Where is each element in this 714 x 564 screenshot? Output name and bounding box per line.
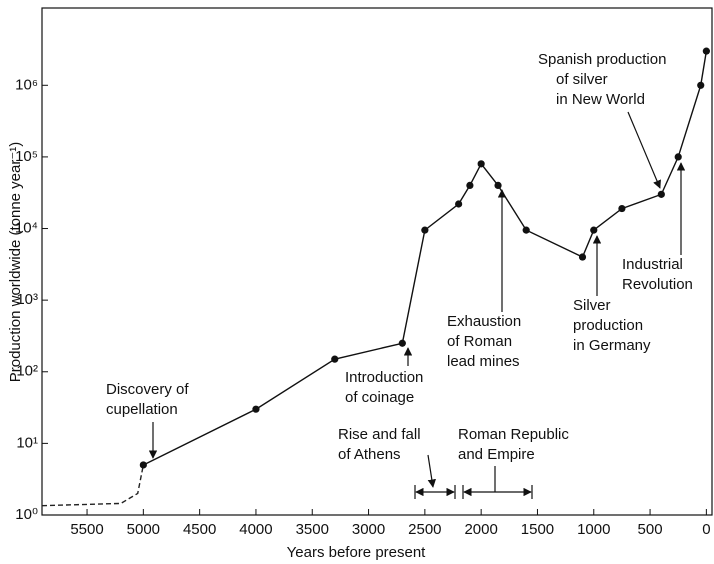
point xyxy=(455,200,463,208)
y-tick-label: 10⁰ xyxy=(15,506,38,523)
point xyxy=(477,160,485,168)
annotation-text: and Empire xyxy=(458,446,535,463)
x-tick-label: 500 xyxy=(638,521,663,538)
annotation-text: of Athens xyxy=(338,446,401,463)
x-tick-label: 2000 xyxy=(464,521,497,538)
x-tick-label: 3500 xyxy=(296,521,329,538)
y-tick-label: 10³ xyxy=(16,291,38,308)
point xyxy=(697,81,705,89)
annotation-text: in Germany xyxy=(573,337,651,354)
point xyxy=(522,226,530,234)
x-tick-label: 1500 xyxy=(521,521,554,538)
x-tick-label: 3000 xyxy=(352,521,385,538)
x-tick-label: 5500 xyxy=(70,521,103,538)
point xyxy=(702,47,710,55)
y-tick-label: 10¹ xyxy=(16,434,38,451)
annotation-text: Silver xyxy=(573,297,611,314)
point xyxy=(252,405,260,413)
annotation-text: of coinage xyxy=(345,389,414,406)
point xyxy=(331,355,339,363)
x-tick-label: 1000 xyxy=(577,521,610,538)
point xyxy=(618,204,626,213)
annotation-arrow xyxy=(627,111,661,189)
annotation-text: of silver xyxy=(556,71,608,88)
point xyxy=(590,226,598,234)
point xyxy=(657,190,665,198)
annotation-text: Revolution xyxy=(622,276,693,293)
annotation-arrow xyxy=(427,454,436,488)
annotation-text: Exhaustion xyxy=(447,313,521,330)
x-tick-label: 4500 xyxy=(183,521,216,538)
annotation-text: of Roman xyxy=(447,333,512,350)
plot-frame xyxy=(41,7,713,516)
y-tick-label: 10⁶ xyxy=(15,76,38,93)
annotation-text: Spanish production xyxy=(538,51,666,68)
annotation-text: cupellation xyxy=(106,401,178,418)
x-tick-label: 0 xyxy=(702,521,710,538)
annotation-text: production xyxy=(573,317,643,334)
annotation-text: Rise and fall xyxy=(338,426,421,443)
annotation-text: Discovery of xyxy=(106,381,189,398)
point xyxy=(421,226,429,234)
annotation-text: Introduction xyxy=(345,369,423,386)
point xyxy=(398,339,406,347)
annotation-text: Industrial xyxy=(622,256,683,273)
dashed-line xyxy=(41,464,145,507)
point xyxy=(494,181,502,190)
point xyxy=(139,461,147,469)
point xyxy=(674,153,682,161)
point xyxy=(578,253,587,261)
y-tick-label: 10² xyxy=(16,363,38,380)
x-tick-label: 5000 xyxy=(127,521,160,538)
x-axis-label: Years before present xyxy=(287,544,427,561)
x-tick-label: 2500 xyxy=(408,521,441,538)
annotation-text: lead mines xyxy=(447,353,520,370)
y-tick-label: 10⁴ xyxy=(15,219,38,236)
annotation-text: Roman Republic xyxy=(458,426,569,443)
y-axis-label: Production worldwide (tonne year⁻¹) xyxy=(7,142,24,383)
annotation-text: in New World xyxy=(556,91,645,108)
x-tick-label: 4000 xyxy=(239,521,272,538)
point xyxy=(466,181,474,190)
y-tick-label: 10⁵ xyxy=(15,148,38,165)
